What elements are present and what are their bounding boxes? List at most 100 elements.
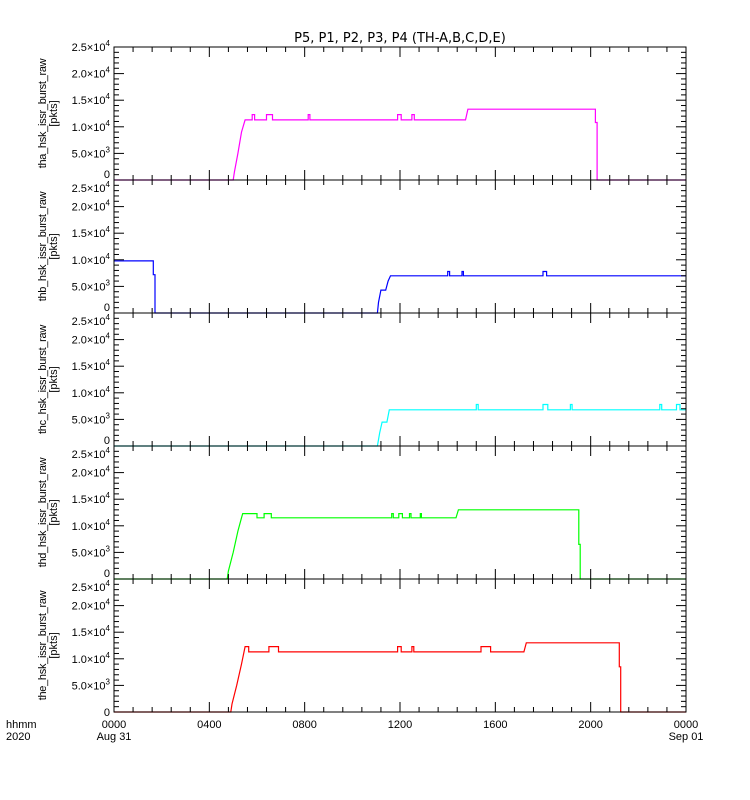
y-tick-mantissa: 1.5×10 bbox=[72, 361, 106, 373]
chart-title: P5, P1, P2, P3, P4 (TH-A,B,C,D,E) bbox=[294, 31, 506, 46]
y-axis-units: [pkts] bbox=[48, 233, 60, 259]
y-tick-exponent: 4 bbox=[106, 358, 111, 367]
y-tick-mantissa: 5.0×10 bbox=[72, 547, 106, 559]
x-tick-date-label: Sep 01 bbox=[669, 731, 704, 743]
panel-frame bbox=[113, 578, 687, 713]
y-tick-exponent: 3 bbox=[106, 544, 111, 553]
y-tick-mantissa: 1.5×10 bbox=[72, 95, 106, 107]
y-tick-exponent: 4 bbox=[106, 66, 111, 75]
y-tick-exponent: 3 bbox=[106, 278, 111, 287]
y-tick-mantissa: 2.0×10 bbox=[72, 468, 106, 480]
y-tick-mantissa: 0 bbox=[104, 568, 110, 580]
y-tick-label: 2.5×104 bbox=[72, 39, 111, 54]
y-tick-mantissa: 2.5×10 bbox=[72, 42, 106, 54]
y-tick-mantissa: 2.5×10 bbox=[72, 183, 106, 195]
y-tick-label: 1.5×104 bbox=[72, 225, 111, 240]
y-tick-mantissa: 2.5×10 bbox=[72, 449, 106, 461]
y-tick-label: 5.0×103 bbox=[72, 411, 111, 426]
y-tick-label: 0 bbox=[104, 169, 110, 181]
x-tick-label: 1600 bbox=[483, 719, 507, 731]
y-tick-exponent: 4 bbox=[106, 598, 111, 607]
x-axis-label-row2: 2020 bbox=[6, 731, 30, 743]
y-axis-units: [pkts] bbox=[48, 366, 60, 392]
series-line-tha_hsk_issr_burst_raw bbox=[114, 108, 686, 181]
series-line-thc_hsk_issr_burst_raw bbox=[114, 403, 686, 447]
y-tick-mantissa: 5.0×10 bbox=[72, 680, 106, 692]
y-tick-label: 2.5×104 bbox=[72, 579, 111, 594]
y-tick-exponent: 4 bbox=[106, 92, 111, 101]
y-tick-mantissa: 2.0×10 bbox=[72, 202, 106, 214]
y-tick-label: 1.0×104 bbox=[72, 119, 111, 134]
y-tick-mantissa: 5.0×10 bbox=[72, 281, 106, 293]
y-tick-exponent: 4 bbox=[106, 651, 111, 660]
y-axis-label: the_hsk_issr_burst_raw bbox=[37, 590, 49, 700]
y-tick-exponent: 4 bbox=[106, 180, 111, 189]
y-axis-units: [pkts] bbox=[48, 632, 60, 658]
x-tick-label: 0000 bbox=[102, 719, 126, 731]
y-tick-mantissa: 1.0×10 bbox=[72, 255, 106, 267]
y-tick-exponent: 3 bbox=[106, 411, 111, 420]
y-tick-label: 1.0×104 bbox=[72, 252, 111, 267]
panel-tha_hsk_issr_burst_raw: 05.0×1031.0×1041.5×1042.0×1042.5×104tha_… bbox=[37, 39, 687, 181]
y-axis-label: tha_hsk_issr_burst_raw bbox=[37, 58, 49, 168]
panel-thb_hsk_issr_burst_raw: 0 5.0×103 1.0×104 1.5×104 2.0×10 42.5×104 thb_… bbox=[37, 179, 687, 314]
x-tick-date-label: Aug 31 bbox=[97, 731, 132, 743]
y-tick-exponent: 3 bbox=[106, 677, 111, 686]
series-line-thb_hsk_issr_burst_raw bbox=[114, 260, 686, 314]
y-tick-label: 0 bbox=[104, 707, 110, 719]
y-tick-label: 2.0×104 bbox=[72, 598, 111, 613]
y-tick-mantissa: 2.0×10 bbox=[72, 601, 106, 613]
y-tick-exponent: 4 bbox=[106, 119, 111, 128]
panel-the_hsk_issr_burst_raw: 05.0×1031.0×1041.5×1042.0×1042.5×104the_… bbox=[37, 578, 687, 719]
y-tick-label: 1.0×104 bbox=[72, 385, 111, 400]
y-tick-label: 2.0×104 bbox=[72, 66, 111, 81]
panel-thc_hsk_issr_burst_raw: 05.0×1031.0×1041.5×1042.0×1042.5×104thc_… bbox=[37, 312, 687, 447]
y-tick-mantissa: 1.0×10 bbox=[72, 122, 106, 134]
x-tick-label: 2000 bbox=[578, 719, 602, 731]
y-tick-label: 1.5×104 bbox=[72, 92, 111, 107]
y-tick-mantissa: 1.5×10 bbox=[72, 494, 106, 506]
x-axis-label-row1: hhmm bbox=[6, 719, 37, 731]
y-tick-exponent: 4 bbox=[106, 385, 111, 394]
y-tick-mantissa: 2.5×10 bbox=[72, 582, 106, 594]
y-tick-label: 1.0×104 bbox=[72, 651, 111, 666]
y-tick-label: 5.0×103 bbox=[72, 677, 111, 692]
y-tick-label: 1.5×104 bbox=[72, 624, 111, 639]
y-tick-mantissa: 2.0×10 bbox=[72, 335, 106, 347]
y-tick-label: 1.5×104 bbox=[72, 358, 111, 373]
y-tick-mantissa: 2.0×10 bbox=[72, 69, 106, 81]
y-tick-exponent: 4 bbox=[106, 332, 111, 341]
y-axis-units: [pkts] bbox=[48, 499, 60, 525]
y-tick-mantissa: 5.0×10 bbox=[72, 148, 106, 160]
y-tick-exponent: 4 bbox=[106, 446, 111, 455]
y-tick-label: 2.5×104 bbox=[72, 313, 111, 328]
x-tick-label: 0800 bbox=[292, 719, 316, 731]
x-tick-label: 0000 bbox=[674, 719, 698, 731]
y-tick-mantissa: 0 bbox=[104, 707, 110, 719]
y-tick-exponent: 4 bbox=[106, 465, 111, 474]
panel-frame bbox=[113, 179, 687, 314]
y-tick-mantissa: 5.0×10 bbox=[72, 414, 106, 426]
y-tick-mantissa: 1.0×10 bbox=[72, 654, 106, 666]
y-tick-label: 5.0×103 bbox=[72, 278, 111, 293]
y-tick-exponent: 4 bbox=[106, 624, 111, 633]
y-tick-label: 0 bbox=[104, 302, 110, 314]
y-tick-mantissa: 0 bbox=[104, 169, 110, 181]
y-tick-label: 2.5×104 bbox=[72, 180, 111, 195]
y-tick-mantissa: 1.5×10 bbox=[72, 627, 106, 639]
y-tick-exponent: 4 bbox=[106, 518, 111, 527]
y-axis-label: thd_hsk_issr_burst_raw bbox=[37, 457, 49, 567]
y-tick-mantissa: 1.5×10 bbox=[72, 228, 106, 240]
y-tick-exponent: 4 bbox=[106, 39, 111, 48]
y-tick-label: 5.0×103 bbox=[72, 145, 111, 160]
panel-frame bbox=[113, 46, 687, 181]
y-tick-label: 5.0×103 bbox=[72, 544, 111, 559]
y-tick-exponent: 4 bbox=[106, 313, 111, 322]
y-tick-mantissa: 0 bbox=[104, 302, 110, 314]
x-tick-label: 0400 bbox=[197, 719, 221, 731]
series-line-the_hsk_issr_burst_raw bbox=[114, 642, 686, 713]
y-tick-exponent: 4 bbox=[106, 579, 111, 588]
y-axis-label: thb_hsk_issr_burst_raw bbox=[37, 191, 49, 301]
y-tick-mantissa: 0 bbox=[104, 435, 110, 447]
